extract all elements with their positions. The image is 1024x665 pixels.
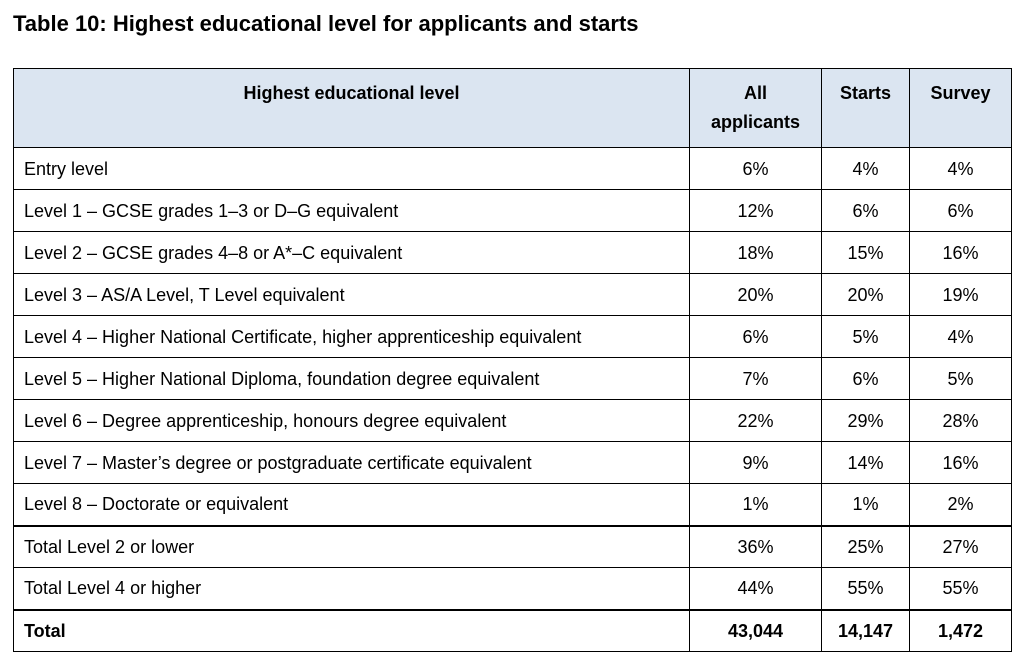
row-starts: 6%	[821, 189, 910, 232]
table-row: Level 8 – Doctorate or equivalent 1% 1% …	[13, 483, 1012, 527]
row-level: Level 5 – Higher National Diploma, found…	[13, 357, 690, 400]
row-level: Level 8 – Doctorate or equivalent	[13, 483, 690, 527]
row-starts: 14,147	[821, 609, 910, 652]
row-survey: 19%	[909, 273, 1012, 316]
row-survey: 28%	[909, 399, 1012, 442]
row-all-applicants: 20%	[689, 273, 822, 316]
header-all-line1: All	[743, 83, 767, 103]
header-starts: Starts	[821, 68, 910, 148]
row-survey: 16%	[909, 231, 1012, 274]
row-starts: 25%	[821, 525, 910, 568]
header-highest-educational-level: Highest educational level	[13, 68, 690, 148]
education-level-table: Highest educational level All applicants …	[13, 68, 1012, 652]
row-survey: 2%	[909, 483, 1012, 527]
row-survey: 16%	[909, 441, 1012, 484]
table-row: Level 5 – Higher National Diploma, found…	[13, 357, 1012, 400]
row-all-applicants: 6%	[689, 315, 822, 358]
row-starts: 5%	[821, 315, 910, 358]
row-all-applicants: 7%	[689, 357, 822, 400]
row-starts: 15%	[821, 231, 910, 274]
row-starts: 20%	[821, 273, 910, 316]
row-level: Level 6 – Degree apprenticeship, honours…	[13, 399, 690, 442]
row-all-applicants: 1%	[689, 483, 822, 527]
row-level: Level 1 – GCSE grades 1–3 or D–G equival…	[13, 189, 690, 232]
table-row: Total Level 2 or lower 36% 25% 27%	[13, 525, 1012, 568]
header-all-applicants: All applicants	[689, 68, 822, 148]
row-level: Level 3 – AS/A Level, T Level equivalent	[13, 273, 690, 316]
row-all-applicants: 22%	[689, 399, 822, 442]
table-row: Level 1 – GCSE grades 1–3 or D–G equival…	[13, 189, 1012, 232]
row-survey: 4%	[909, 315, 1012, 358]
row-level: Total Level 4 or higher	[13, 567, 690, 611]
row-survey: 1,472	[909, 609, 1012, 652]
row-starts: 55%	[821, 567, 910, 611]
row-starts: 14%	[821, 441, 910, 484]
row-level: Level 2 – GCSE grades 4–8 or A*–C equiva…	[13, 231, 690, 274]
table-row: Total Level 4 or higher 44% 55% 55%	[13, 567, 1012, 611]
table-row: Level 3 – AS/A Level, T Level equivalent…	[13, 273, 1012, 316]
row-all-applicants: 9%	[689, 441, 822, 484]
row-all-applicants: 44%	[689, 567, 822, 611]
row-survey: 55%	[909, 567, 1012, 611]
row-survey: 5%	[909, 357, 1012, 400]
table-row: Level 7 – Master’s degree or postgraduat…	[13, 441, 1012, 484]
table-row: Level 4 – Higher National Certificate, h…	[13, 315, 1012, 358]
row-starts: 1%	[821, 483, 910, 527]
row-level: Level 4 – Higher National Certificate, h…	[13, 315, 690, 358]
header-all-line2: applicants	[710, 112, 801, 132]
row-starts: 4%	[821, 147, 910, 190]
table-row: Level 6 – Degree apprenticeship, honours…	[13, 399, 1012, 442]
row-all-applicants: 6%	[689, 147, 822, 190]
row-starts: 6%	[821, 357, 910, 400]
table-header-row: Highest educational level All applicants …	[13, 68, 1012, 148]
row-level: Total	[13, 609, 690, 652]
table-row: Entry level 6% 4% 4%	[13, 147, 1012, 190]
row-all-applicants: 12%	[689, 189, 822, 232]
row-starts: 29%	[821, 399, 910, 442]
row-all-applicants: 36%	[689, 525, 822, 568]
table-caption: Table 10: Highest educational level for …	[13, 11, 639, 36]
row-all-applicants: 18%	[689, 231, 822, 274]
row-level: Level 7 – Master’s degree or postgraduat…	[13, 441, 690, 484]
header-survey: Survey	[909, 68, 1012, 148]
row-survey: 6%	[909, 189, 1012, 232]
row-level: Entry level	[13, 147, 690, 190]
row-survey: 27%	[909, 525, 1012, 568]
table-row: Level 2 – GCSE grades 4–8 or A*–C equiva…	[13, 231, 1012, 274]
row-all-applicants: 43,044	[689, 609, 822, 652]
row-level: Total Level 2 or lower	[13, 525, 690, 568]
row-survey: 4%	[909, 147, 1012, 190]
table-total-row: Total 43,044 14,147 1,472	[13, 609, 1012, 652]
